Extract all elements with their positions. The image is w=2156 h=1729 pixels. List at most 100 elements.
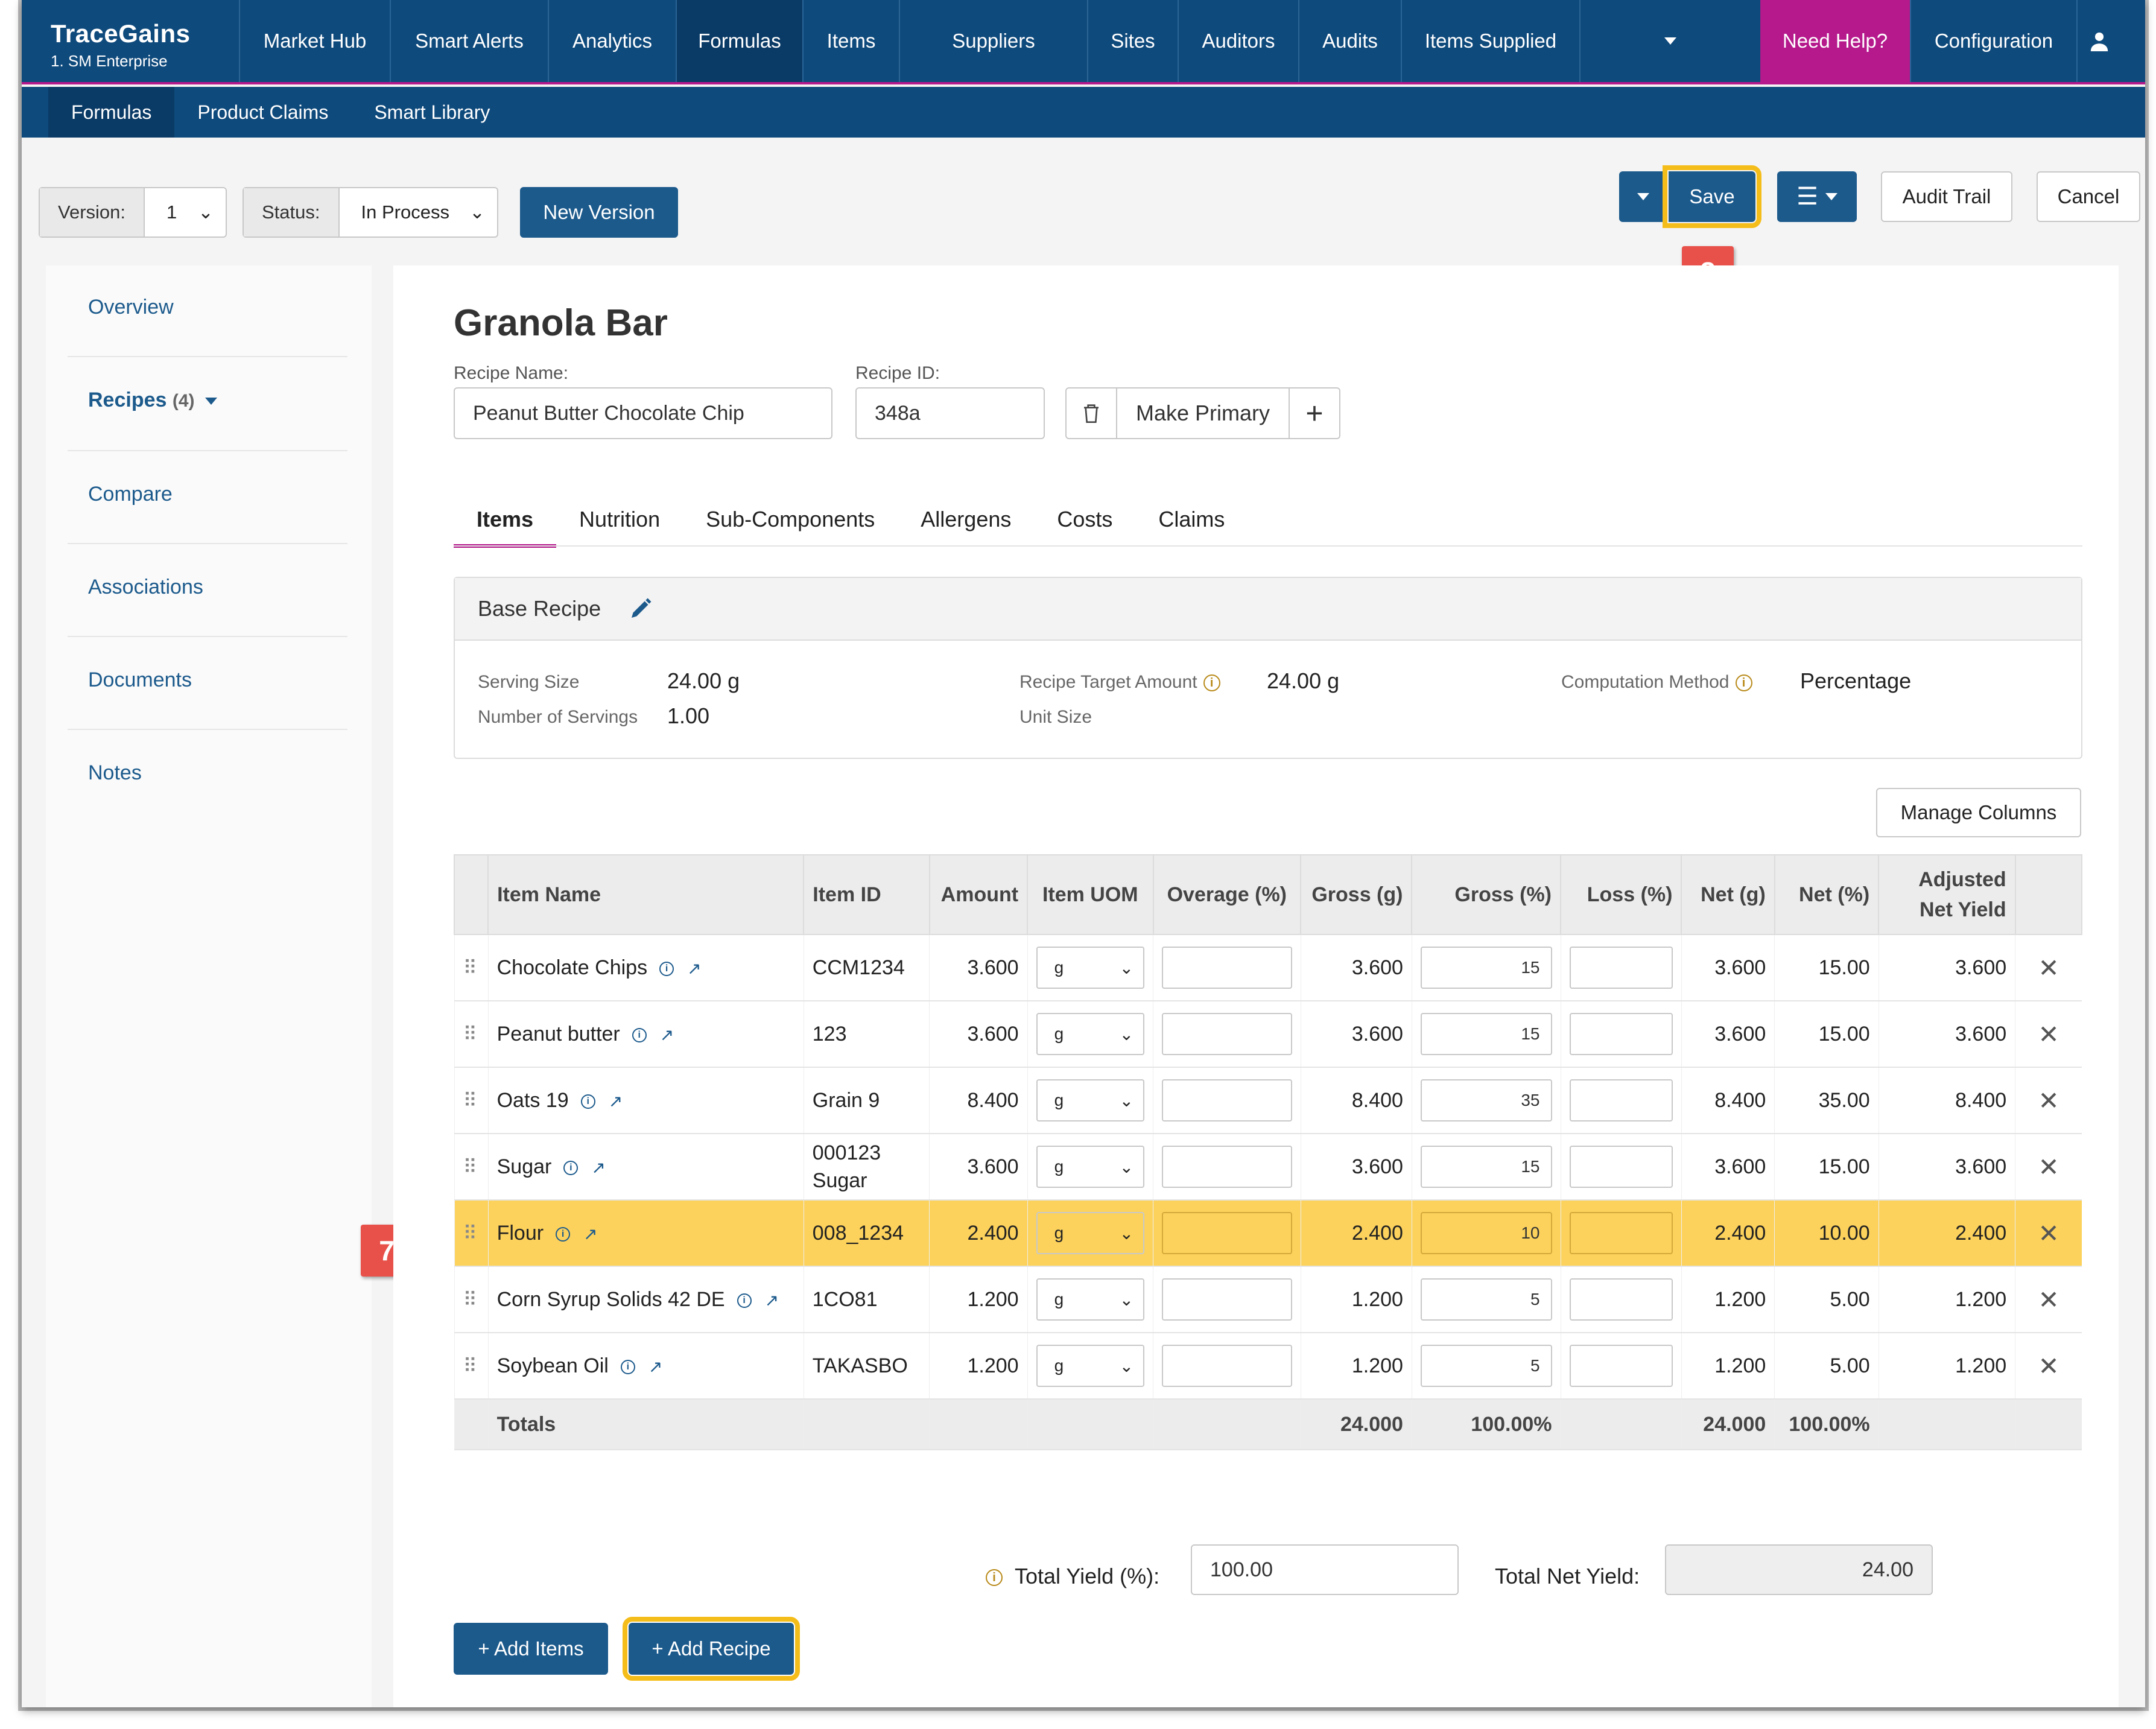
- tab-costs[interactable]: Costs: [1057, 507, 1113, 531]
- nav-formulas[interactable]: Formulas: [676, 0, 802, 82]
- loss-input[interactable]: [1569, 947, 1673, 989]
- column-header-loss[interactable]: Loss (%): [1560, 854, 1682, 935]
- overage-input[interactable]: [1162, 1212, 1292, 1254]
- gross-pct-input[interactable]: 5: [1420, 1278, 1552, 1321]
- remove-row-button[interactable]: ✕: [2015, 1001, 2082, 1068]
- user-menu[interactable]: [2076, 0, 2121, 82]
- overage-input[interactable]: [1162, 1278, 1292, 1321]
- item-name[interactable]: Peanut butter: [496, 1022, 620, 1045]
- remove-row-button[interactable]: ✕: [2015, 1266, 2082, 1333]
- nav-analytics[interactable]: Analytics: [548, 0, 676, 82]
- loss-input[interactable]: [1569, 1278, 1673, 1321]
- info-icon[interactable]: i: [659, 961, 674, 976]
- loss-input[interactable]: [1569, 1345, 1673, 1387]
- drag-handle-icon[interactable]: ⠿: [454, 1001, 489, 1068]
- nav-audits[interactable]: Audits: [1298, 0, 1401, 82]
- sidebar-item-compare[interactable]: Compare: [88, 483, 173, 506]
- add-recipe-plus-button[interactable]: +: [1289, 387, 1340, 439]
- info-icon[interactable]: i: [1735, 674, 1752, 692]
- item-name[interactable]: Corn Syrup Solids 42 DE: [496, 1287, 725, 1311]
- item-name[interactable]: Flour: [496, 1221, 544, 1245]
- drag-handle-icon[interactable]: ⠿: [454, 1266, 489, 1333]
- info-icon[interactable]: i: [620, 1359, 635, 1374]
- brand-logo[interactable]: TraceGains 1. SM Enterprise: [22, 0, 239, 82]
- tab-claims[interactable]: Claims: [1158, 507, 1225, 531]
- total-yield-input[interactable]: 100.00: [1191, 1544, 1459, 1595]
- remove-row-button[interactable]: ✕: [2015, 1067, 2082, 1134]
- save-button[interactable]: Save: [1663, 165, 1761, 228]
- loss-input[interactable]: [1569, 1146, 1673, 1188]
- item-uom-select[interactable]: g ⌄: [1036, 1278, 1145, 1321]
- nav-items[interactable]: Items: [802, 0, 899, 82]
- tab-items[interactable]: Items: [454, 507, 557, 548]
- tab-nutrition[interactable]: Nutrition: [579, 507, 661, 531]
- column-header-net-pct[interactable]: Net (%): [1774, 854, 1880, 935]
- recipe-name-input[interactable]: Peanut Butter Chocolate Chip: [454, 387, 832, 439]
- item-uom-select[interactable]: g ⌄: [1036, 1345, 1145, 1387]
- manage-columns-button[interactable]: Manage Columns: [1876, 788, 2081, 837]
- nav-suppliers[interactable]: Suppliers: [899, 0, 1087, 82]
- nav-more-dropdown[interactable]: [1579, 0, 1760, 82]
- column-header-item-uom[interactable]: Item UOM: [1027, 854, 1154, 935]
- item-name[interactable]: Sugar: [496, 1155, 552, 1178]
- nav-sites[interactable]: Sites: [1087, 0, 1178, 82]
- info-icon[interactable]: i: [1203, 674, 1220, 692]
- loss-input[interactable]: [1569, 1212, 1673, 1254]
- remove-row-button[interactable]: ✕: [2015, 1134, 2082, 1201]
- subnav-product-claims[interactable]: Product Claims: [197, 101, 329, 123]
- column-header-gross-pct[interactable]: Gross (%): [1411, 854, 1562, 935]
- column-header-amount[interactable]: Amount: [928, 854, 1029, 935]
- audit-trail-button[interactable]: Audit Trail: [1881, 171, 2012, 222]
- remove-row-button[interactable]: ✕: [2015, 934, 2082, 1001]
- external-link-icon[interactable]: ↗: [764, 1291, 779, 1310]
- add-recipe-button[interactable]: + Add Recipe: [623, 1617, 800, 1681]
- sidebar-item-documents[interactable]: Documents: [88, 668, 192, 691]
- item-uom-select[interactable]: g ⌄: [1036, 1212, 1145, 1254]
- external-link-icon[interactable]: ↗: [648, 1357, 663, 1377]
- column-header-overage[interactable]: Overage (%): [1152, 854, 1302, 935]
- info-icon[interactable]: i: [632, 1027, 647, 1042]
- save-options-dropdown[interactable]: [1619, 171, 1667, 222]
- nav-market-hub[interactable]: Market Hub: [239, 0, 390, 82]
- item-name[interactable]: Soybean Oil: [496, 1354, 609, 1377]
- column-header-gross-g[interactable]: Gross (g): [1300, 854, 1413, 935]
- item-uom-select[interactable]: g ⌄: [1036, 947, 1145, 989]
- item-name[interactable]: Chocolate Chips: [496, 956, 648, 979]
- item-uom-select[interactable]: g ⌄: [1036, 1146, 1145, 1188]
- nav-smart-alerts[interactable]: Smart Alerts: [390, 0, 548, 82]
- overage-input[interactable]: [1162, 1013, 1292, 1055]
- add-items-button[interactable]: + Add Items: [454, 1623, 608, 1675]
- nav-items-supplied[interactable]: Items Supplied: [1401, 0, 1579, 82]
- make-primary-button[interactable]: Make Primary: [1116, 387, 1290, 439]
- external-link-icon[interactable]: ↗: [659, 1026, 674, 1045]
- subnav-smart-library[interactable]: Smart Library: [374, 101, 490, 123]
- delete-recipe-button[interactable]: [1065, 387, 1117, 439]
- drag-handle-icon[interactable]: ⠿: [454, 1067, 489, 1134]
- external-link-icon[interactable]: ↗: [608, 1092, 623, 1111]
- drag-handle-icon[interactable]: ⠿: [454, 1333, 489, 1400]
- overage-input[interactable]: [1162, 1079, 1292, 1121]
- nav-auditors[interactable]: Auditors: [1178, 0, 1298, 82]
- edit-pencil-icon[interactable]: [629, 597, 653, 621]
- external-link-icon[interactable]: ↗: [687, 959, 702, 979]
- remove-row-button[interactable]: ✕: [2015, 1333, 2082, 1400]
- info-icon[interactable]: i: [556, 1226, 571, 1242]
- sidebar-item-associations[interactable]: Associations: [88, 576, 203, 598]
- column-header-net-g[interactable]: Net (g): [1681, 854, 1775, 935]
- subnav-formulas[interactable]: Formulas: [48, 87, 175, 138]
- external-link-icon[interactable]: ↗: [583, 1225, 598, 1244]
- column-header-item-id[interactable]: Item ID: [803, 854, 930, 935]
- tab-sub-components[interactable]: Sub-Components: [706, 507, 875, 531]
- overage-input[interactable]: [1162, 1146, 1292, 1188]
- nav-need-help[interactable]: Need Help?: [1760, 0, 1910, 82]
- info-icon[interactable]: i: [737, 1293, 752, 1308]
- overage-input[interactable]: [1162, 1345, 1292, 1387]
- loss-input[interactable]: [1569, 1079, 1673, 1121]
- info-icon[interactable]: i: [986, 1569, 1003, 1587]
- remove-row-button[interactable]: ✕: [2015, 1200, 2082, 1267]
- gross-pct-input[interactable]: 10: [1420, 1212, 1552, 1254]
- gross-pct-input[interactable]: 35: [1420, 1079, 1552, 1121]
- tab-allergens[interactable]: Allergens: [921, 507, 1012, 531]
- external-link-icon[interactable]: ↗: [591, 1158, 606, 1178]
- sidebar-item-recipes[interactable]: Recipes (4): [88, 389, 217, 412]
